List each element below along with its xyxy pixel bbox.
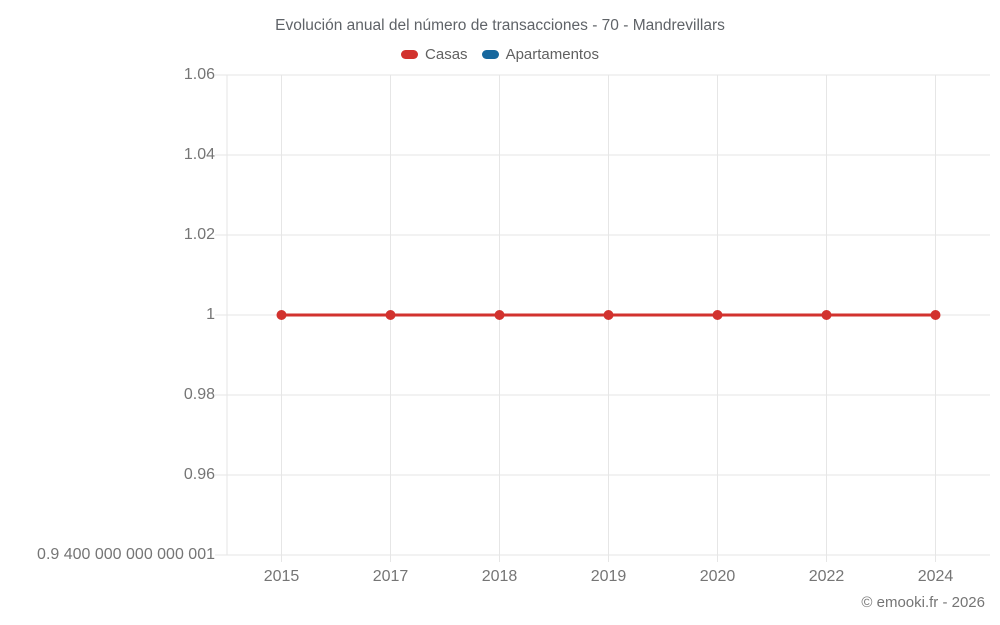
x-axis-tick-label: 2022 [808, 568, 845, 585]
chart-title: Evolución anual del número de transaccio… [275, 17, 725, 34]
x-axis-tick-label: 2024 [917, 568, 954, 585]
y-axis-tick-label: 1.02 [183, 226, 215, 243]
data-point-casas[interactable] [276, 310, 287, 320]
y-axis-tick-label: 1.04 [183, 146, 215, 163]
legend-label-apartamentos: Apartamentos [505, 46, 599, 63]
y-axis-tick-label: 0.9 400 000 000 000 001 [37, 546, 215, 563]
x-axis-tick-label: 2017 [372, 568, 409, 585]
x-axis-tick-label: 2015 [263, 568, 300, 585]
data-point-casas[interactable] [494, 310, 505, 320]
data-point-casas[interactable] [385, 310, 396, 320]
legend-swatch-apartamentos-icon [481, 50, 499, 59]
legend-label-casas: Casas [425, 46, 468, 63]
legend-swatch-casas-icon [401, 50, 419, 59]
legend-item-casas: Casas [401, 46, 468, 63]
chart-legend: Casas Apartamentos [0, 46, 1000, 63]
legend-item-apartamentos: Apartamentos [481, 46, 599, 63]
y-axis-tick-label: 0.96 [183, 466, 215, 483]
y-axis-tick-label: 1 [206, 306, 215, 323]
data-point-casas[interactable] [712, 310, 723, 320]
x-axis-tick-label: 2019 [590, 568, 627, 585]
data-point-casas[interactable] [930, 310, 941, 320]
data-point-casas[interactable] [603, 310, 614, 320]
y-axis-tick-label: 0.98 [183, 386, 215, 403]
x-axis-tick-label: 2018 [481, 568, 518, 585]
x-axis-tick-label: 2020 [699, 568, 736, 585]
data-point-casas[interactable] [821, 310, 832, 320]
y-axis-tick-label: 1.06 [183, 66, 215, 83]
attribution-text: © emooki.fr - 2026 [861, 594, 985, 611]
